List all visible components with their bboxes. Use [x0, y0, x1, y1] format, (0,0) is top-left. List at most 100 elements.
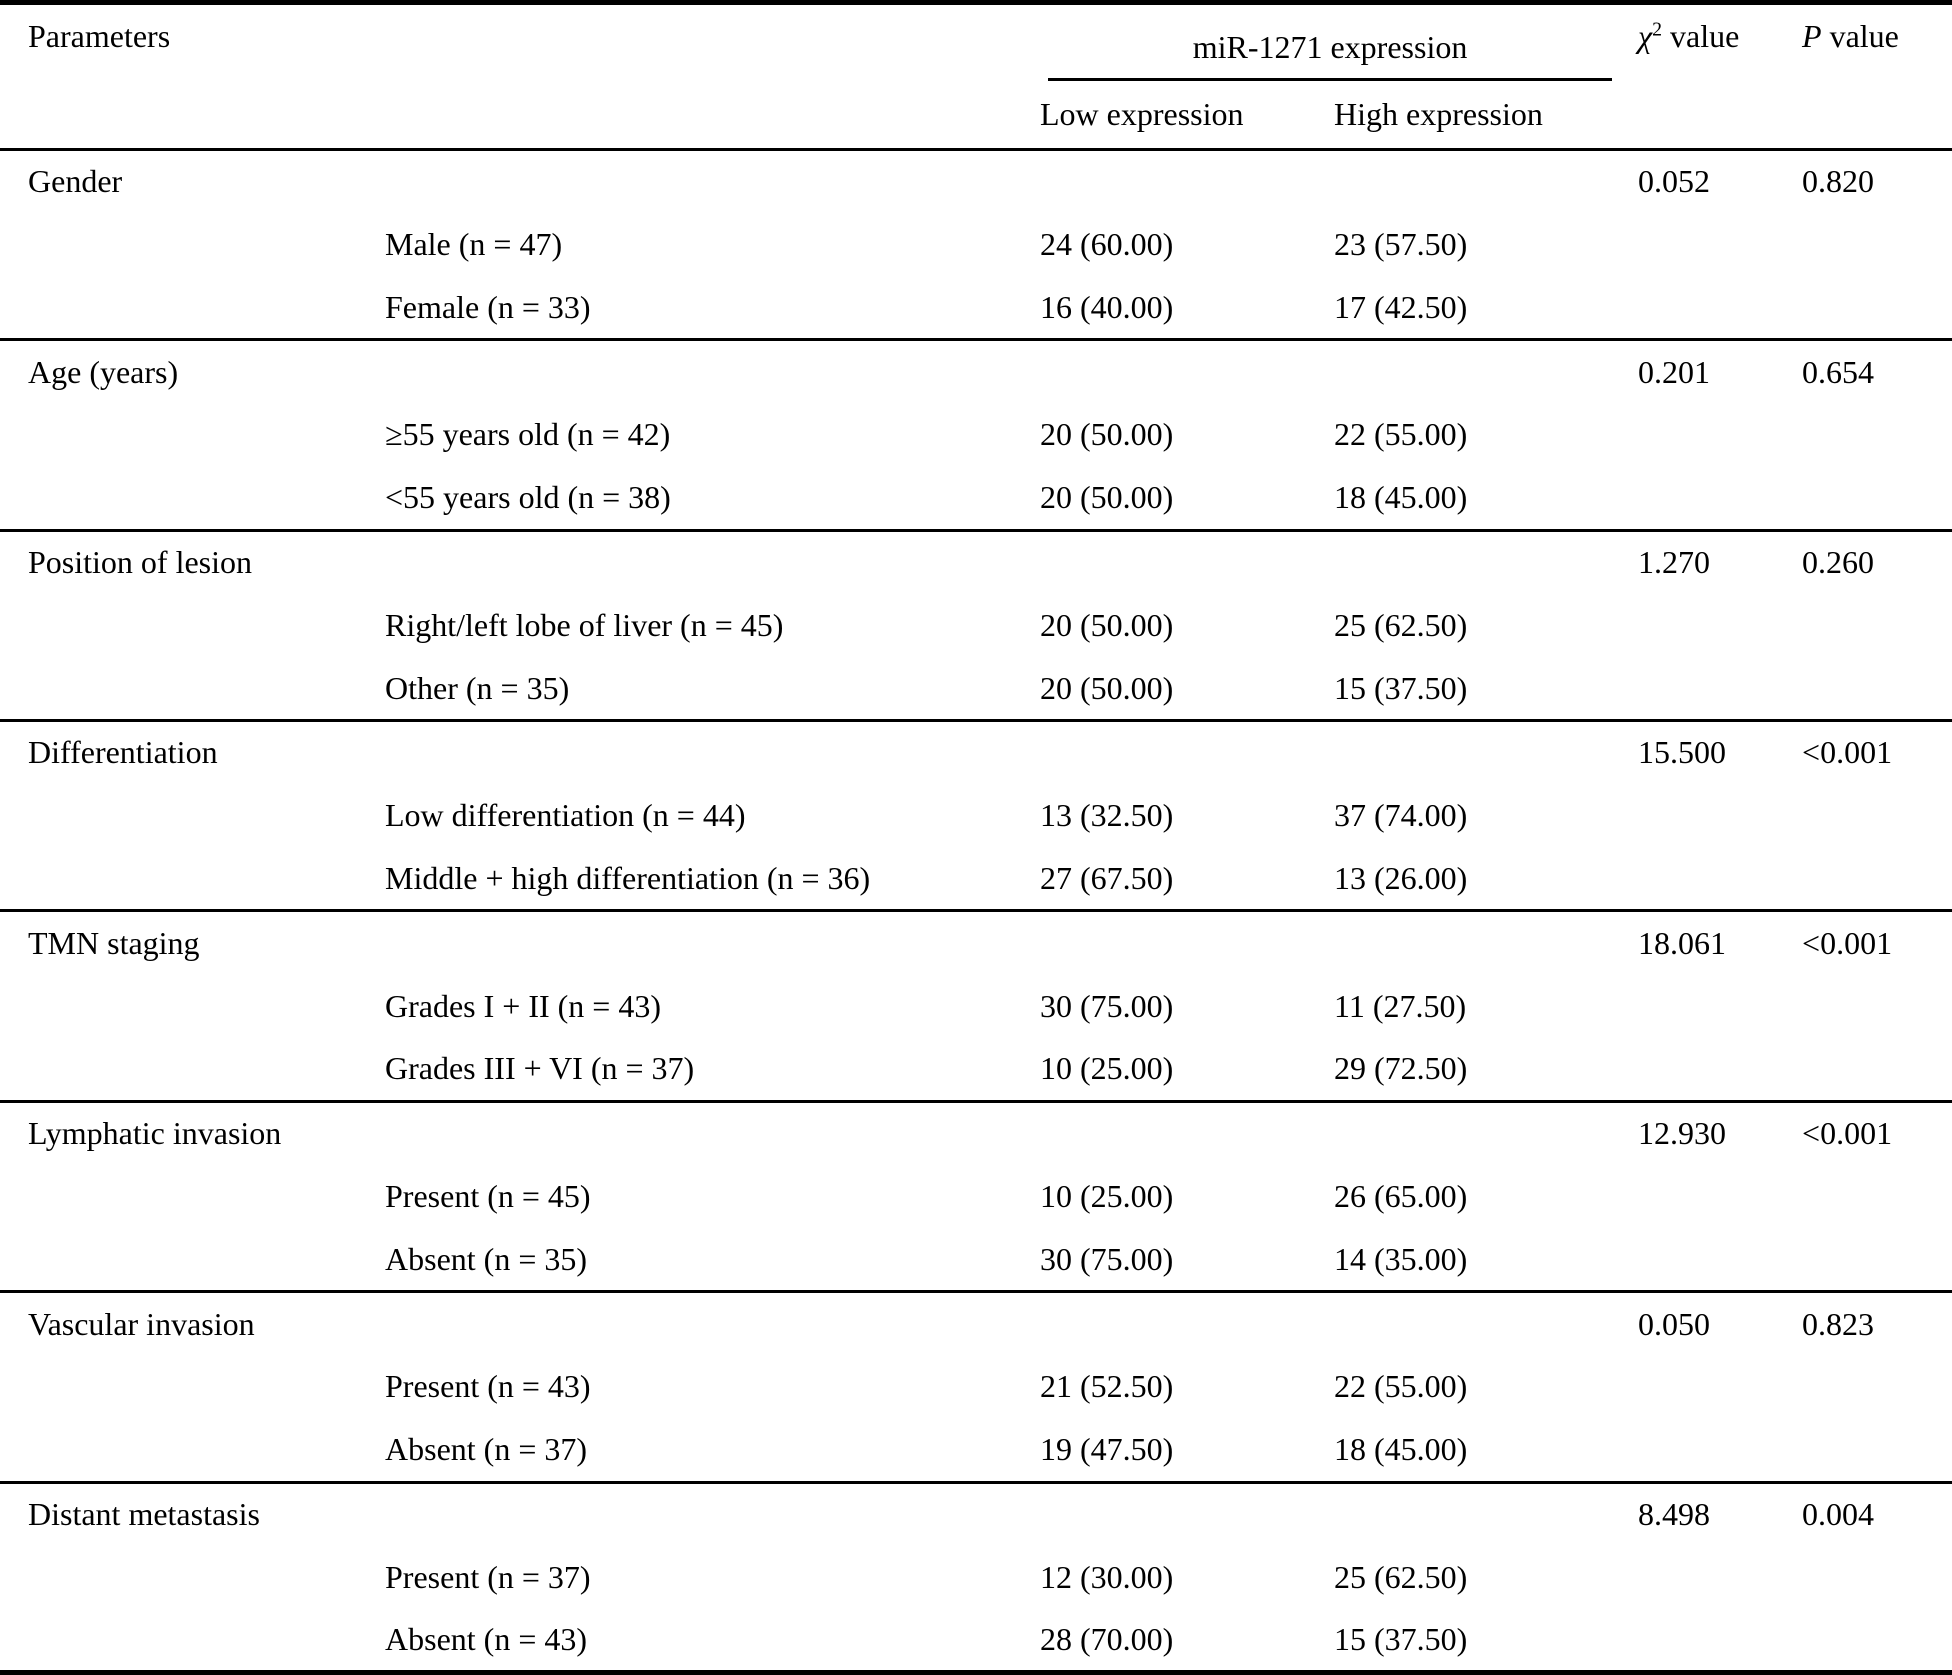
empty-cell	[1630, 1355, 1796, 1418]
empty-cell	[1630, 1545, 1796, 1608]
chi-value-word: value	[1662, 18, 1740, 54]
section-row-lymphatic-invasion: Lymphatic invasion 12.930 <0.001	[0, 1099, 1952, 1165]
col-header-low-expression: Low expression	[1040, 95, 1244, 132]
high-expression-value: 22 (55.00)	[1334, 1368, 1468, 1405]
empty-cell	[1796, 1355, 1952, 1418]
empty-cell	[1630, 276, 1796, 339]
p-value: 0.823	[1796, 1290, 1952, 1356]
subgroup-label: Right/left lobe of liver (n = 45)	[385, 606, 784, 643]
empty-cell	[1334, 909, 1631, 975]
empty-cell	[1040, 338, 1334, 404]
low-expression-value: 20 (50.00)	[1040, 416, 1174, 453]
empty-cell	[1630, 657, 1796, 720]
p-value: 0.820	[1796, 147, 1952, 213]
section-row-vascular-invasion: Vascular invasion 0.050 0.823	[0, 1290, 1952, 1356]
p-value: <0.001	[1796, 719, 1952, 785]
empty-cell	[1796, 1609, 1952, 1673]
subgroup-label: ≥55 years old (n = 42)	[385, 416, 671, 453]
empty-cell	[1796, 974, 1952, 1037]
high-expression-value: 22 (55.00)	[1334, 416, 1468, 453]
chi2-value: 15.500	[1630, 719, 1797, 785]
empty-cell	[1630, 213, 1796, 276]
parameter-name: Gender	[0, 147, 1040, 213]
high-expression-value: 25 (62.50)	[1334, 1558, 1468, 1595]
high-expression-value: 17 (42.50)	[1334, 288, 1468, 325]
data-row: Right/left lobe of liver (n = 45) 20 (50…	[0, 594, 1952, 657]
parameter-name: Differentiation	[0, 719, 1040, 785]
p-value: 0.260	[1796, 528, 1952, 594]
section-row-age: Age (years) 0.201 0.654	[0, 338, 1952, 404]
low-expression-value: 20 (50.00)	[1040, 669, 1174, 706]
empty-cell	[1630, 1038, 1796, 1101]
subgroup-label: Male (n = 47)	[385, 226, 563, 263]
parameter-name: Distant metastasis	[0, 1480, 1040, 1546]
empty-cell	[1630, 1419, 1796, 1482]
high-expression-value: 26 (65.00)	[1334, 1177, 1468, 1214]
col-header-high-expression: High expression	[1334, 95, 1543, 132]
parameter-name: TMN staging	[0, 909, 1040, 975]
chi2-value: 0.201	[1630, 338, 1797, 404]
mir1271-expression-label: miR-1271 expression	[1048, 30, 1613, 81]
parameter-name: Position of lesion	[0, 528, 1040, 594]
high-expression-value: 15 (37.50)	[1334, 669, 1468, 706]
subgroup-label: Present (n = 43)	[385, 1368, 591, 1405]
p-value-word: value	[1821, 18, 1899, 54]
subgroup-label: Female (n = 33)	[385, 288, 591, 325]
subgroup-label: Absent (n = 43)	[385, 1620, 588, 1657]
empty-cell	[1796, 1165, 1952, 1228]
low-expression-value: 20 (50.00)	[1040, 606, 1174, 643]
data-row: Present (n = 45) 10 (25.00) 26 (65.00)	[0, 1165, 1952, 1228]
empty-cell	[1796, 1228, 1952, 1291]
low-expression-value: 16 (40.00)	[1040, 288, 1174, 325]
chi2-value: 8.498	[1630, 1480, 1797, 1546]
data-row: Grades III + VI (n = 37) 10 (25.00) 29 (…	[0, 1038, 1952, 1101]
subgroup-label: Present (n = 45)	[385, 1177, 591, 1214]
p-value: <0.001	[1796, 1099, 1952, 1165]
empty-cell	[1630, 467, 1796, 530]
empty-cell	[1334, 528, 1631, 594]
low-expression-value: 10 (25.00)	[1040, 1177, 1174, 1214]
subgroup-label: Absent (n = 35)	[385, 1240, 588, 1277]
high-expression-value: 13 (26.00)	[1334, 859, 1468, 896]
subgroup-label: Low differentiation (n = 44)	[385, 797, 746, 834]
parameter-name: Age (years)	[0, 338, 1040, 404]
data-row: Male (n = 47) 24 (60.00) 23 (57.50)	[0, 213, 1952, 276]
section-row-differentiation: Differentiation 15.500 <0.001	[0, 719, 1952, 785]
col-header-chi2-value: χ2 value	[1630, 3, 1796, 150]
data-row: Female (n = 33) 16 (40.00) 17 (42.50)	[0, 276, 1952, 339]
high-expression-value: 37 (74.00)	[1334, 797, 1468, 834]
high-expression-value: 14 (35.00)	[1334, 1240, 1468, 1277]
parameter-name: Lymphatic invasion	[0, 1099, 1040, 1165]
empty-cell	[1630, 594, 1796, 657]
empty-cell	[1334, 338, 1631, 404]
parameter-name: Vascular invasion	[0, 1290, 1040, 1356]
subgroup-label: Absent (n = 37)	[385, 1430, 588, 1467]
chi2-value: 0.050	[1630, 1290, 1797, 1356]
header-row-2: Low expression High expression	[0, 81, 1952, 150]
empty-cell	[1334, 1480, 1631, 1546]
empty-cell	[1796, 467, 1952, 530]
section-row-distant-metastasis: Distant metastasis 8.498 0.004	[0, 1480, 1952, 1546]
empty-cell	[1630, 403, 1796, 466]
col-header-p-value: P value	[1796, 3, 1952, 150]
data-row: Low differentiation (n = 44) 13 (32.50) …	[0, 784, 1952, 847]
col-header-parameters: Parameters	[28, 18, 171, 54]
low-expression-value: 19 (47.50)	[1040, 1430, 1174, 1467]
empty-cell	[1334, 1099, 1631, 1165]
low-expression-value: 10 (25.00)	[1040, 1050, 1174, 1087]
section-row-position-of-lesion: Position of lesion 1.270 0.260	[0, 528, 1952, 594]
empty-cell	[1630, 1228, 1796, 1291]
chi2-value: 18.061	[1630, 909, 1797, 975]
low-expression-value: 28 (70.00)	[1040, 1620, 1174, 1657]
low-expression-value: 27 (67.50)	[1040, 859, 1174, 896]
subgroup-label: Middle + high differentiation (n = 36)	[385, 859, 871, 896]
empty-cell	[1630, 974, 1796, 1037]
empty-cell	[1630, 784, 1796, 847]
subgroup-label: Grades III + VI (n = 37)	[385, 1050, 695, 1087]
data-row: Absent (n = 37) 19 (47.50) 18 (45.00)	[0, 1419, 1952, 1482]
high-expression-value: 15 (37.50)	[1334, 1620, 1468, 1657]
empty-cell	[1796, 594, 1952, 657]
empty-cell	[1040, 1480, 1334, 1546]
data-row: Absent (n = 43) 28 (70.00) 15 (37.50)	[0, 1609, 1952, 1673]
